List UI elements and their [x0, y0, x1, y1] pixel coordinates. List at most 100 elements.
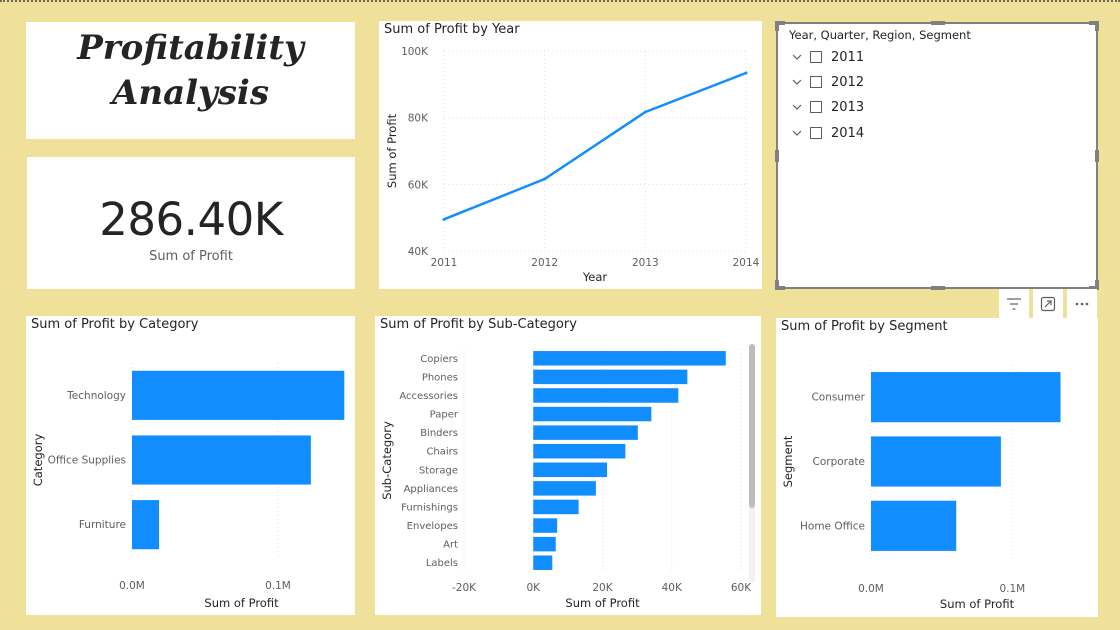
bar-furnishings [533, 499, 579, 515]
line-chart: 40K 60K 80K 100K 2011 2012 2013 2014 Year Sum of … [385, 46, 760, 284]
slicer-visual[interactable]: Year, Quarter, Region, Segment 2011 2012 2… [775, 21, 1099, 290]
chevron-down-icon[interactable] [790, 126, 804, 140]
chevron-down-icon[interactable] [790, 100, 804, 114]
filter-button[interactable] [999, 289, 1029, 319]
x-tick-label: 0.1M [265, 580, 291, 592]
category-label: Accessories [399, 391, 458, 402]
slicer-item-2014[interactable]: 2014 [790, 123, 864, 143]
category-label: Technology [66, 390, 126, 402]
bar-copiers [533, 351, 726, 366]
x-tick-label: 0.0M [858, 583, 884, 595]
y-axis-title: Sub-Category [380, 421, 394, 500]
slicer-item-2011[interactable]: 2011 [790, 47, 864, 67]
category-label: Home Office [800, 520, 865, 532]
slicer-item-label: 2014 [831, 125, 865, 141]
x-tick-label: 0K [526, 582, 541, 594]
profit-by-subcategory-visual[interactable]: Sum of Profit by Sub-Category -20K 0K 20K 4… [375, 316, 761, 615]
resize-handle[interactable] [1089, 21, 1099, 25]
resize-handle[interactable] [775, 286, 785, 290]
dashboard-title: Profitability Analysis [77, 28, 304, 113]
category-label: Storage [419, 465, 458, 476]
x-tick-label: 2011 [431, 257, 458, 269]
resize-handle[interactable] [775, 150, 779, 162]
resize-handle[interactable] [931, 21, 945, 25]
slicer-item-label: 2012 [831, 74, 865, 90]
slicer-checkbox[interactable] [810, 51, 822, 63]
slicer-checkbox[interactable] [810, 127, 822, 139]
visual-title: Sum of Profit by Segment [781, 319, 948, 334]
y-tick-label: 60K [408, 179, 429, 191]
x-tick-label: 60K [731, 582, 752, 594]
resize-handle[interactable] [775, 280, 779, 290]
bar-envelopes [533, 518, 558, 533]
category-label: Corporate [813, 456, 866, 468]
title-card: Profitability Analysis [26, 22, 355, 139]
series-line [443, 71, 747, 221]
bar-paper [533, 406, 652, 422]
profit-by-segment-visual[interactable]: Sum of Profit by Segment 0.0M 0.1M Consume… [776, 318, 1098, 617]
bar-furniture [132, 500, 160, 550]
x-tick-label: 2014 [733, 257, 760, 269]
bar-chairs [533, 443, 626, 459]
y-axis-title: Category [31, 434, 45, 487]
resize-handle[interactable] [1089, 286, 1099, 290]
category-label: Appliances [404, 484, 458, 495]
x-tick-label: 0.1M [999, 583, 1025, 595]
y-axis-title: Sum of Profit [385, 113, 399, 188]
x-tick-label: -20K [452, 582, 477, 594]
kpi-card[interactable]: 286.40K Sum of Profit [27, 157, 355, 289]
kpi-value: 286.40K [99, 193, 283, 246]
slicer-item-label: 2011 [831, 49, 865, 65]
category-label: Consumer [811, 392, 865, 404]
bar-chart: 0.0M 0.1M Technology Office Supplies Furnitu… [31, 363, 345, 610]
x-tick-label: 40K [662, 582, 683, 594]
filter-icon [1007, 298, 1021, 310]
bar-corporate [871, 436, 1001, 487]
category-label: Envelopes [407, 521, 458, 532]
resize-handle[interactable] [1095, 150, 1099, 162]
category-label: Furnishings [401, 502, 458, 513]
data-point [643, 110, 647, 114]
bar-storage [533, 462, 608, 478]
profit-by-category-visual[interactable]: Sum of Profit by Category 0.0M 0.1M Techno… [26, 316, 355, 615]
resize-handle[interactable] [1095, 21, 1099, 31]
slicer-title: Year, Quarter, Region, Segment [789, 28, 971, 42]
bar-art [533, 536, 556, 552]
slicer-item-2012[interactable]: 2012 [790, 72, 864, 92]
resize-handle[interactable] [1095, 280, 1099, 290]
slicer-item-2013[interactable]: 2013 [790, 97, 864, 117]
resize-handle[interactable] [775, 21, 785, 25]
bar-phones [533, 369, 688, 385]
scrollbar-thumb[interactable] [749, 344, 755, 508]
x-tick-label: 2012 [531, 257, 558, 269]
x-axis-title: Sum of Profit [204, 596, 279, 610]
y-tick-label: 40K [408, 246, 429, 258]
x-tick-label: 2013 [632, 257, 659, 269]
chevron-down-icon[interactable] [790, 75, 804, 89]
data-point [744, 71, 748, 75]
chevron-down-icon[interactable] [790, 50, 804, 64]
category-label: Labels [426, 558, 458, 569]
bar-home-office [871, 500, 957, 551]
more-options-button[interactable] [1067, 289, 1097, 319]
category-label: Paper [430, 410, 459, 421]
y-tick-label: 80K [408, 113, 429, 125]
more-options-icon [1075, 302, 1089, 306]
resize-handle[interactable] [775, 21, 779, 31]
x-axis-title: Sum of Profit [565, 596, 640, 610]
profit-by-year-visual[interactable]: Sum of Profit by Year 40K 60K 80K 100K 2011 2… [379, 21, 762, 289]
x-tick-label: 0.0M [119, 580, 145, 592]
bar-chart: -20K 0K 20K 40K 60K Copiers Phones Accessories P… [380, 349, 752, 610]
focus-mode-button[interactable] [1033, 289, 1063, 319]
y-tick-label: 100K [401, 46, 429, 58]
slicer-checkbox[interactable] [810, 101, 822, 113]
category-label: Art [443, 540, 458, 551]
bar-appliances [533, 481, 596, 496]
bar-office-supplies [132, 435, 311, 485]
resize-handle[interactable] [931, 286, 945, 290]
scrollbar-track[interactable] [749, 344, 755, 583]
bar-technology [132, 370, 345, 420]
top-dotted-border [0, 0, 1120, 2]
x-axis-title: Year [582, 270, 608, 284]
slicer-checkbox[interactable] [810, 76, 822, 88]
